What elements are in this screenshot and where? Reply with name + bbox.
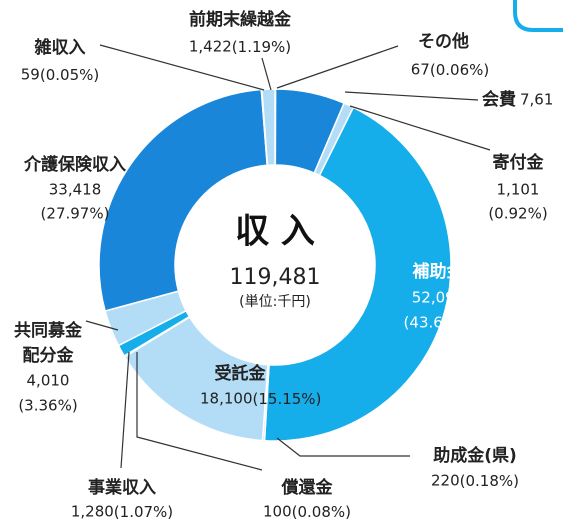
percent-label: (0.08%) — [292, 503, 351, 521]
percent-label: (0.05%) — [40, 66, 99, 84]
center-total: 119,481 — [230, 265, 321, 290]
leader-line — [276, 437, 410, 457]
percent-label: (43.60%) — [404, 314, 473, 332]
leader-line — [120, 351, 130, 469]
value-label: 33,418 — [49, 181, 102, 199]
value-label: 59(0.05%) — [21, 66, 99, 84]
value-label: 1,422(1.19%) — [189, 38, 291, 56]
leader-line — [136, 352, 263, 471]
percent-label: (1.19%) — [232, 38, 291, 56]
value-label: 4,010 — [27, 372, 70, 390]
value-label: 52,094 — [412, 289, 465, 307]
donut-segment — [261, 88, 276, 167]
leader-line — [349, 105, 491, 151]
donut-segment — [263, 106, 452, 442]
category-label: 共同募金配分金 — [14, 320, 83, 366]
category-label: 前期末繰越金 — [189, 9, 292, 30]
donut — [98, 88, 452, 442]
category-label-line: 配分金 — [23, 345, 75, 366]
category-label: その他 — [418, 31, 469, 52]
percent-label: (15.15%) — [253, 390, 322, 408]
category-label: 受託金 — [215, 363, 267, 384]
category-label: 会費 — [482, 89, 516, 110]
leader-line — [261, 57, 272, 91]
percent-label: (3.36%) — [18, 397, 77, 415]
leader-line — [276, 45, 399, 89]
percent-label: (27.97%) — [41, 205, 110, 223]
value-label: 220(0.18%) — [431, 472, 519, 490]
percent-label: (0.92%) — [488, 205, 547, 223]
value-label: 1,280(1.07%) — [71, 503, 173, 521]
category-label: 事業収入 — [88, 477, 156, 498]
category-label: 償還金 — [281, 477, 334, 498]
value-label: 67(0.06%) — [411, 61, 489, 79]
category-label: 雑収入 — [34, 37, 86, 58]
percent-label: (1.07%) — [114, 503, 173, 521]
donut-segment — [98, 88, 269, 312]
category-label: 助成金(県) — [433, 445, 517, 466]
leader-line — [85, 320, 119, 331]
value-label: 100(0.08%) — [263, 503, 351, 521]
value-label: 18,100(15.15%) — [200, 390, 321, 408]
category-label: 介護保険収入 — [23, 154, 126, 175]
category-label: 補助金 — [412, 261, 465, 282]
corner-decoration — [513, 0, 563, 32]
center-title: 収 入 — [235, 212, 315, 252]
category-label: 寄付金 — [493, 152, 545, 173]
percent-label: (0.06%) — [430, 61, 489, 79]
value-label: 7,61 — [520, 91, 553, 109]
leader-line — [344, 91, 479, 101]
value-label: 1,101 — [497, 181, 540, 199]
center-unit: (単位:千円) — [239, 294, 311, 310]
category-label-line: 共同募金 — [14, 320, 83, 341]
percent-label: (0.18%) — [460, 472, 519, 490]
leader-line — [99, 44, 265, 91]
